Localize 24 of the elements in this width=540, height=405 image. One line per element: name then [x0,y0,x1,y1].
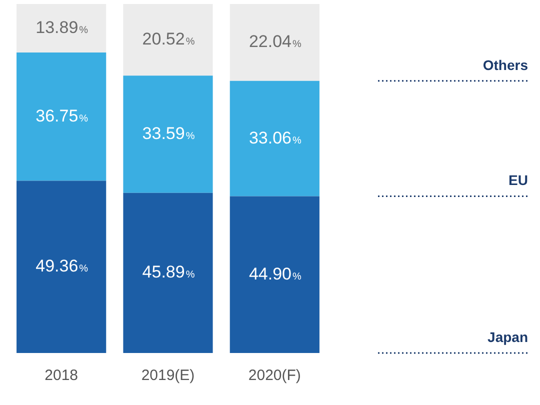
data-label: 45.89% [142,262,195,282]
bar [230,4,320,81]
data-label: 49.36% [36,256,88,276]
text: EU [508,172,528,188]
x-tick-label: 2020(F) [248,367,301,384]
bar [16,4,106,52]
bar [123,4,213,76]
bar [16,180,106,353]
data-label: 13.89% [36,18,88,37]
text: Others [482,56,528,73]
data-label: 20.52% [142,29,195,48]
x-tick-label: 2018 [44,367,78,384]
data-label: 33.59% [142,124,195,143]
data-label: 36.75% [36,106,88,126]
bar [123,192,213,353]
bar [123,76,213,193]
data-label: 44.90% [248,264,302,284]
bar [230,80,320,196]
text: Japan [488,328,528,345]
bar [16,52,106,181]
bar [230,196,320,353]
data-label: 33.06% [248,128,302,148]
x-tick-label: 2019(E) [141,367,195,384]
data-label: 22.04% [248,32,302,52]
